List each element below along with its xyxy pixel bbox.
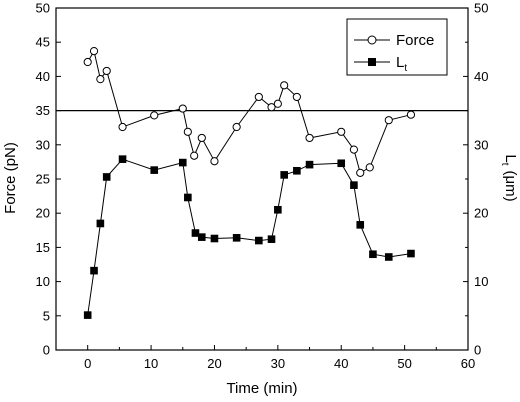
force-point (280, 81, 289, 90)
series-line-1 (87, 158, 412, 316)
force-point (197, 133, 206, 143)
lt-point (305, 160, 314, 169)
y-right-axis-label-main: L (502, 154, 519, 162)
force-point (406, 110, 416, 119)
force-point (365, 163, 374, 172)
lt-point (384, 253, 393, 261)
force-point (178, 104, 187, 113)
y-left-tick-label: 30 (36, 137, 50, 152)
force-point (190, 151, 199, 160)
lt-point (407, 249, 415, 258)
y-axis-label: Force (pN) (2, 142, 19, 214)
force-point (356, 168, 365, 177)
y-left-tick-label: 45 (36, 35, 50, 50)
force-point (96, 75, 105, 84)
legend-force-marker (367, 35, 377, 45)
lt-point (274, 205, 282, 214)
lt-point (96, 219, 105, 228)
lt-point (197, 233, 206, 241)
force-point (232, 122, 241, 132)
force-point (254, 92, 263, 102)
force-point (273, 99, 282, 108)
axes-layer: 0 10 20 30 40 50 60051015202530354045500102030… (36, 1, 489, 372)
y-right-tick-label: 50 (474, 1, 488, 16)
y-left-tick-label: 0 (43, 343, 50, 358)
legend-box (346, 18, 448, 76)
y-right-axis-label: Lt (μm) (499, 154, 519, 201)
force-point (292, 92, 301, 102)
force-point (305, 133, 314, 143)
legend-lt-label: Lt (396, 54, 407, 74)
y-right-axis-label-unit: (μm) (502, 170, 519, 201)
force-point (150, 111, 159, 120)
force-point (210, 157, 219, 166)
x-tick-label: 20 (207, 356, 221, 371)
lt-point (280, 171, 288, 179)
lt-point (350, 181, 358, 189)
force-point (349, 145, 359, 154)
force-point (83, 57, 92, 67)
legend-lt-label-subscript: t (404, 63, 407, 74)
lt-point (369, 250, 377, 259)
lt-point (337, 159, 346, 168)
lt-point (83, 311, 92, 319)
force-point (118, 122, 127, 132)
svg-text:Lt(μm): Lt (μm) (499, 154, 519, 201)
x-tick-label: 30 (271, 356, 285, 371)
lt-point (90, 266, 98, 275)
force-point (102, 66, 111, 76)
series-layer (83, 46, 416, 319)
lt-point (255, 236, 263, 245)
lt-point (191, 229, 200, 237)
y-left-tick-label: 15 (36, 240, 50, 255)
y-right-axis-label-subscript: t (499, 163, 510, 166)
force-point (337, 127, 346, 136)
lt-point (118, 155, 127, 163)
lt-point (102, 173, 111, 181)
y-left-tick-label: 25 (36, 172, 50, 187)
legend-lt-marker (368, 58, 376, 66)
x-tick-label: 0 (84, 356, 91, 371)
lt-point (267, 235, 276, 243)
y-left-tick-label: 5 (43, 308, 50, 323)
force-point (183, 127, 192, 136)
y-right-tick-label: 30 (474, 137, 488, 152)
legend-lt-label-main: L (396, 54, 404, 71)
y-right-tick-label: 20 (474, 206, 488, 221)
y-left-tick-label: 35 (36, 103, 50, 118)
lt-point (232, 234, 241, 242)
lt-point (184, 193, 192, 202)
lt-point (356, 221, 365, 229)
x-tick-label: 50 (397, 356, 411, 371)
force-point (384, 116, 393, 125)
y-left-tick-label: 40 (36, 69, 50, 84)
force-point (267, 103, 276, 112)
force-point (89, 46, 99, 56)
y-right-tick-label: 10 (474, 274, 488, 289)
lt-point (178, 158, 187, 167)
y-left-tick-label: 10 (36, 274, 50, 289)
lt-point (150, 166, 159, 174)
x-axis-label: Time (min) (226, 380, 297, 397)
legend-force-label: Force (396, 32, 434, 49)
x-tick-label: 40 (334, 356, 348, 371)
y-right-tick-label: 0 (474, 343, 481, 358)
x-tick-label: 10 (144, 356, 158, 371)
y-left-tick-label: 50 (36, 1, 50, 16)
y-left-tick-label: 20 (36, 206, 50, 221)
lt-point (210, 234, 219, 243)
x-tick-label: 60 (461, 356, 475, 371)
lt-point (293, 166, 301, 175)
y-right-tick-label: 40 (474, 69, 488, 84)
legend: Force Lt (346, 18, 448, 76)
